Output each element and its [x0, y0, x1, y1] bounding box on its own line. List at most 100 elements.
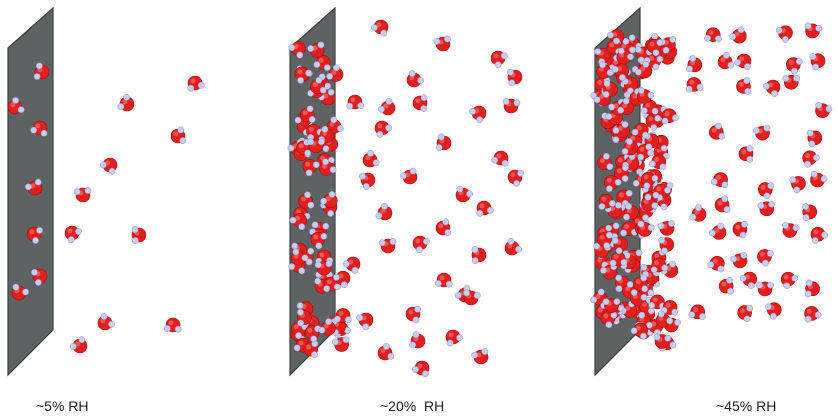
oxygen-highlight: [654, 253, 660, 259]
oxygen-highlight: [319, 252, 325, 258]
oxygen-highlight: [708, 30, 714, 35]
hydrogen-atom: [412, 316, 420, 324]
hydrogen-atom: [608, 103, 616, 111]
oxygen-highlight: [479, 203, 485, 209]
hydrogen-atom: [727, 61, 735, 69]
hydrogen-atom: [696, 83, 704, 91]
hydrogen-atom: [789, 176, 797, 184]
water-molecule: [412, 360, 430, 378]
water-molecule: [736, 77, 752, 95]
hydrogen-atom: [635, 249, 643, 257]
oxygen-highlight: [313, 234, 319, 240]
hydrogen-atom: [34, 279, 42, 286]
hydrogen-atom: [658, 236, 666, 244]
oxygen-highlight: [606, 177, 612, 183]
hydrogen-atom: [688, 311, 696, 319]
hydrogen-atom: [311, 221, 319, 229]
oxygen-highlight: [293, 324, 299, 330]
hydrogen-atom: [809, 53, 817, 60]
water-molecule: [802, 203, 818, 221]
hydrogen-atom: [746, 145, 754, 152]
hydrogen-atom: [603, 80, 611, 88]
oxygen-highlight: [331, 69, 337, 75]
hydrogen-atom: [820, 175, 828, 183]
water-molecule: [781, 222, 800, 238]
water-molecule: [326, 116, 344, 134]
water-molecule: [310, 231, 328, 250]
hydrogen-atom: [620, 229, 628, 237]
hydrogen-atom: [770, 312, 777, 320]
hydrogen-atom: [328, 190, 336, 198]
water-molecule: [73, 187, 92, 203]
hydrogen-atom: [605, 185, 613, 193]
oxygen-highlight: [788, 59, 794, 65]
hydrogen-atom: [17, 106, 25, 114]
water-molecule: [434, 272, 453, 288]
hydrogen-atom: [640, 332, 647, 340]
hydrogen-atom: [614, 178, 622, 186]
hydrogen-atom: [325, 318, 332, 325]
water-molecule: [356, 312, 374, 331]
hydrogen-atom: [315, 242, 323, 250]
hydrogen-atom: [640, 263, 648, 271]
water-molecule: [433, 35, 451, 52]
hydrogen-atom: [515, 245, 522, 253]
water-molecule: [596, 61, 614, 79]
hydrogen-atom: [739, 274, 747, 282]
oxygen-highlight: [739, 56, 745, 62]
water-molecule: [455, 185, 473, 203]
hydrogen-atom: [721, 195, 729, 203]
oxygen-highlight: [627, 158, 633, 164]
water-molecule: [435, 218, 452, 236]
water-molecule: [686, 55, 703, 73]
water-molecule: [609, 251, 628, 267]
water-molecule: [709, 122, 726, 140]
hydrogen-atom: [501, 159, 509, 167]
hydrogen-atom: [757, 202, 765, 210]
hydrogen-atom: [471, 246, 479, 254]
water-molecule: [313, 55, 331, 72]
water-molecule: [614, 164, 629, 182]
hydrogen-atom: [304, 149, 312, 157]
hydrogen-atom: [330, 116, 338, 124]
hydrogen-atom: [476, 116, 483, 124]
oxygen-highlight: [721, 281, 727, 287]
hydrogen-atom: [409, 341, 417, 349]
hydrogen-atom: [669, 341, 677, 349]
hydrogen-atom: [825, 105, 833, 113]
hydrogen-atom: [75, 228, 82, 235]
hydrogen-atom: [629, 46, 636, 54]
water-molecule: [707, 255, 725, 273]
water-molecule: [631, 122, 649, 139]
hydrogen-atom: [781, 222, 789, 229]
water-molecule: [612, 121, 630, 138]
water-molecule: [476, 200, 494, 217]
oxygen-highlight: [338, 310, 344, 316]
hydrogen-atom: [764, 303, 772, 311]
hydrogen-atom: [305, 258, 313, 266]
water-molecule: [491, 150, 509, 167]
hydrogen-atom: [620, 259, 628, 266]
water-molecule: [11, 283, 29, 301]
hydrogen-atom: [707, 261, 715, 269]
hydrogen-atom: [621, 121, 629, 128]
hydrogen-atom: [806, 129, 814, 137]
hydrogen-atom: [647, 224, 655, 231]
oxygen-highlight: [617, 157, 623, 163]
oxygen-highlight: [716, 175, 721, 180]
hydrogen-atom: [356, 314, 364, 322]
hydrogen-atom: [370, 24, 378, 32]
water-molecule: [804, 279, 820, 298]
hydrogen-atom: [763, 192, 771, 200]
oxygen-highlight: [377, 123, 383, 129]
water-molecule: [630, 322, 648, 340]
oxygen-highlight: [438, 223, 444, 229]
hydrogen-atom: [613, 298, 621, 306]
hydrogen-atom: [617, 304, 625, 312]
hydrogen-atom: [666, 317, 674, 325]
oxygen-highlight: [599, 93, 605, 99]
hydrogen-atom: [342, 260, 350, 268]
oxygen-highlight: [417, 363, 423, 369]
hydrogen-atom: [637, 87, 645, 94]
